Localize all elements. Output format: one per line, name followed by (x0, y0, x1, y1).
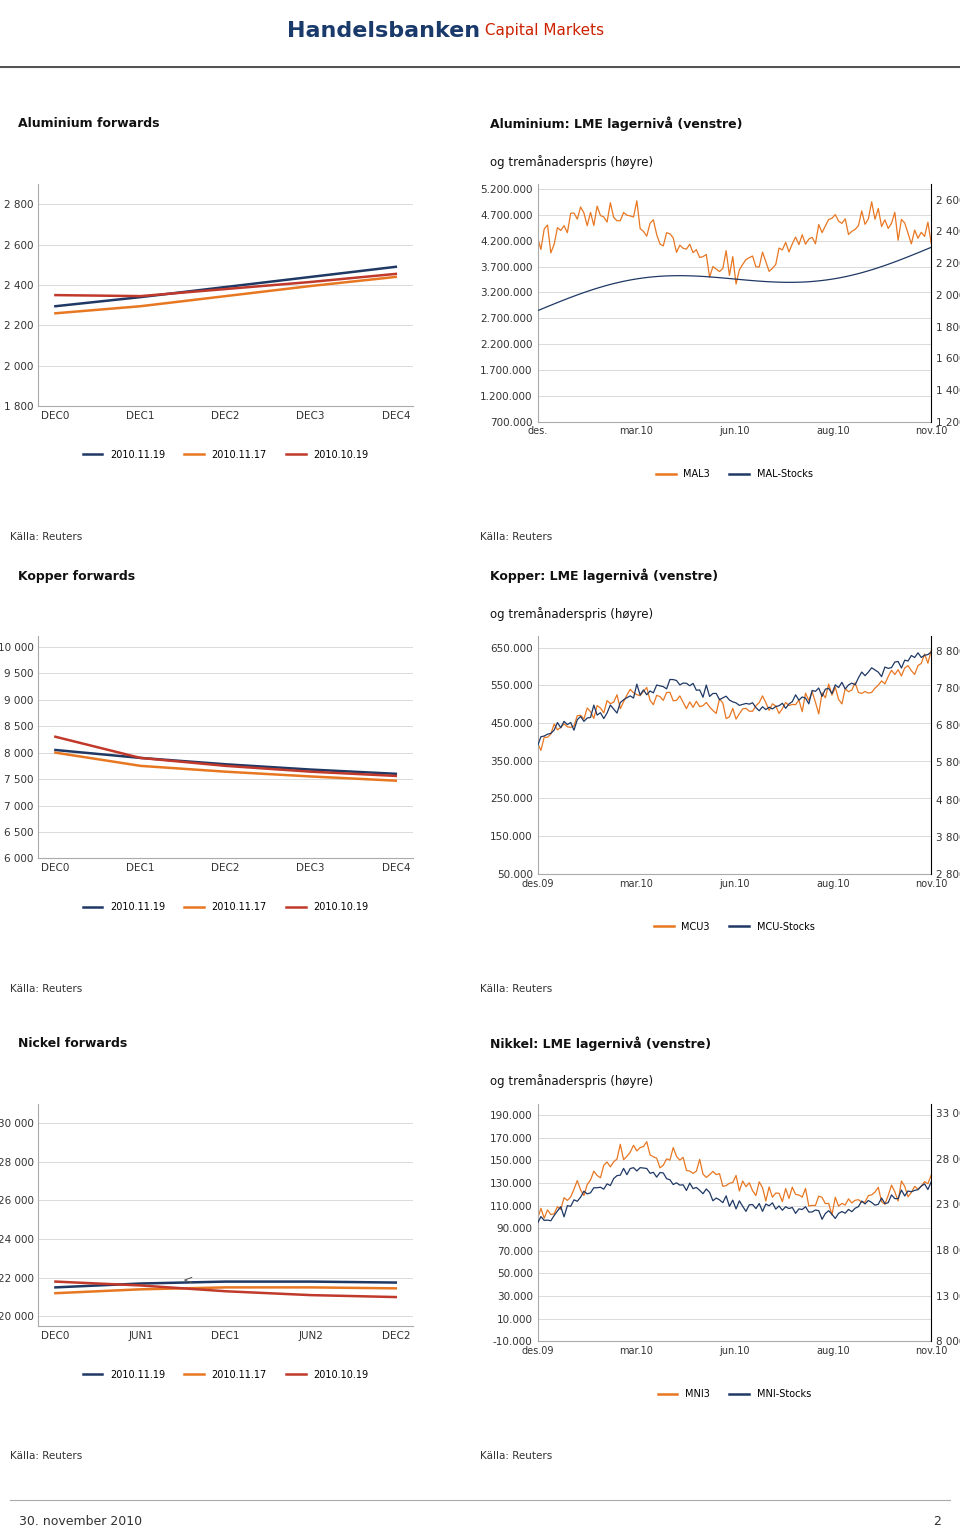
2010.11.19 (220, 277, 231, 296)
2010.11.19 (50, 297, 61, 316)
2010.11.17 (305, 766, 317, 785)
2010.11.19 (134, 748, 146, 766)
2010.11.17 (50, 744, 61, 762)
2010.11.19 (305, 268, 317, 287)
2010.11.17 (220, 287, 231, 305)
2010.10.19 (390, 766, 401, 785)
2010.11.17 (305, 277, 317, 296)
Legend: MCU3, MCU-Stocks: MCU3, MCU-Stocks (650, 918, 819, 935)
Text: Källa: Reuters: Källa: Reuters (480, 1452, 552, 1461)
Line: 2010.10.19: 2010.10.19 (56, 1282, 396, 1297)
Text: 30. november 2010: 30. november 2010 (19, 1515, 142, 1528)
2010.11.19 (50, 740, 61, 759)
2010.11.17 (134, 757, 146, 776)
Line: 2010.11.17: 2010.11.17 (56, 277, 396, 313)
2010.11.19 (305, 1272, 317, 1291)
Line: 2010.10.19: 2010.10.19 (56, 274, 396, 296)
Line: 2010.10.19: 2010.10.19 (56, 737, 396, 776)
Line: 2010.11.19: 2010.11.19 (56, 267, 396, 307)
2010.10.19 (305, 762, 317, 780)
2010.11.17 (390, 771, 401, 789)
2010.11.19 (134, 1274, 146, 1292)
2010.11.17 (390, 1279, 401, 1297)
2010.11.19 (220, 756, 231, 774)
2010.10.19 (220, 1282, 231, 1300)
2010.11.19 (50, 1279, 61, 1297)
Text: og tremånaderspris (høyre): og tremånaderspris (høyre) (490, 1075, 653, 1088)
2010.10.19 (50, 728, 61, 747)
Text: Kopper: LME lagernivå (venstre): Kopper: LME lagernivå (venstre) (490, 569, 718, 584)
Text: og tremånaderspris (høyre): og tremånaderspris (høyre) (490, 607, 653, 621)
2010.10.19 (305, 273, 317, 291)
2010.10.19 (390, 265, 401, 284)
Legend: 2010.11.19, 2010.11.17, 2010.10.19: 2010.11.19, 2010.11.17, 2010.10.19 (79, 1366, 372, 1383)
Text: Källa: Reuters: Källa: Reuters (10, 1452, 82, 1461)
Text: Källa: Reuters: Källa: Reuters (10, 532, 82, 541)
2010.10.19 (305, 1286, 317, 1305)
Legend: 2010.11.19, 2010.11.17, 2010.10.19: 2010.11.19, 2010.11.17, 2010.10.19 (79, 446, 372, 463)
2010.11.17 (220, 1279, 231, 1297)
Text: Källa: Reuters: Källa: Reuters (10, 984, 82, 993)
2010.10.19 (134, 287, 146, 305)
2010.10.19 (50, 1272, 61, 1291)
2010.11.19 (390, 258, 401, 276)
2010.10.19 (134, 1277, 146, 1295)
2010.11.19 (134, 288, 146, 307)
2010.10.19 (390, 1288, 401, 1306)
Text: 2: 2 (933, 1515, 941, 1528)
Line: 2010.11.17: 2010.11.17 (56, 753, 396, 780)
Text: Aluminium: LME lagernivå (venstre): Aluminium: LME lagernivå (venstre) (490, 117, 742, 132)
2010.11.17 (134, 297, 146, 316)
2010.11.17 (305, 1279, 317, 1297)
2010.11.17 (50, 304, 61, 322)
Text: Nikkel: LME lagernivå (venstre): Nikkel: LME lagernivå (venstre) (490, 1036, 710, 1052)
Legend: 2010.11.19, 2010.11.17, 2010.10.19: 2010.11.19, 2010.11.17, 2010.10.19 (79, 898, 372, 915)
2010.11.19 (305, 760, 317, 779)
2010.11.19 (390, 765, 401, 783)
2010.11.17 (390, 268, 401, 287)
2010.10.19 (220, 757, 231, 776)
2010.11.17 (220, 762, 231, 780)
Text: Capital Markets: Capital Markets (480, 23, 604, 38)
2010.11.17 (50, 1285, 61, 1303)
Text: Kopper forwards: Kopper forwards (18, 570, 135, 583)
2010.10.19 (50, 285, 61, 304)
Text: Aluminium forwards: Aluminium forwards (18, 118, 159, 130)
2010.10.19 (134, 748, 146, 766)
2010.11.19 (390, 1274, 401, 1292)
2010.10.19 (220, 281, 231, 299)
Text: Handelsbanken: Handelsbanken (287, 20, 480, 41)
Text: og tremånaderspris (høyre): og tremånaderspris (høyre) (490, 155, 653, 169)
Line: 2010.11.19: 2010.11.19 (56, 1282, 396, 1288)
Text: <: < (183, 1274, 194, 1286)
Line: 2010.11.17: 2010.11.17 (56, 1288, 396, 1294)
Text: Nickel forwards: Nickel forwards (18, 1038, 128, 1050)
Text: Källa: Reuters: Källa: Reuters (480, 984, 552, 993)
Line: 2010.11.19: 2010.11.19 (56, 750, 396, 774)
Legend: MAL3, MAL-Stocks: MAL3, MAL-Stocks (652, 466, 817, 483)
Text: Källa: Reuters: Källa: Reuters (480, 532, 552, 541)
2010.11.19 (220, 1272, 231, 1291)
Legend: MNI3, MNI-Stocks: MNI3, MNI-Stocks (654, 1386, 815, 1403)
2010.11.17 (134, 1280, 146, 1298)
